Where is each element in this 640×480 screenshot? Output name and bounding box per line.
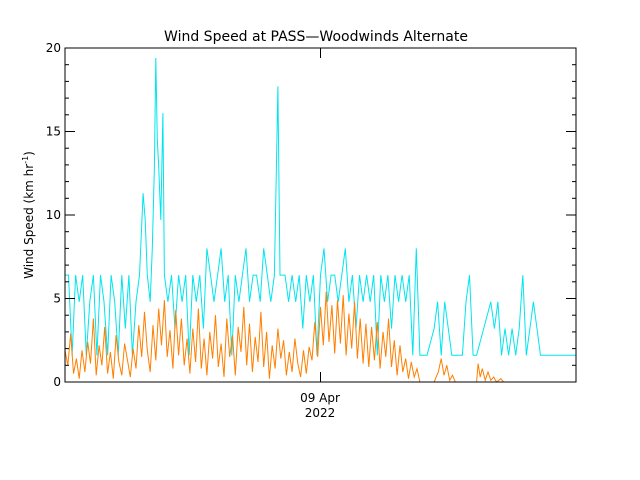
y-axis-label-main: Wind Speed (km hr xyxy=(22,164,36,279)
y-axis-label: Wind Speed (km hr-1) xyxy=(21,151,36,279)
ticks-layer: 0 5 10 15 20 xyxy=(46,41,576,389)
series-line-mean xyxy=(64,291,576,383)
y-tick-label: 20 xyxy=(46,41,61,55)
y-axis-label-exponent: -1 xyxy=(21,156,30,164)
chart-title: Wind Speed at PASS—Woodwinds Alternate xyxy=(164,29,468,45)
x-tick-label-year: 2022 xyxy=(305,406,336,420)
plot-area: 0 5 10 15 20 xyxy=(46,41,577,389)
x-tick-label-date: 09 Apr xyxy=(300,391,340,405)
y-tick-label: 5 xyxy=(53,292,61,306)
y-axis-label-close: ) xyxy=(22,151,36,156)
y-tick-label: 15 xyxy=(46,125,61,139)
series-layer xyxy=(64,57,576,383)
series-line-gust xyxy=(65,57,576,356)
y-tick-label: 0 xyxy=(53,375,61,389)
y-tick-label: 10 xyxy=(46,208,61,222)
